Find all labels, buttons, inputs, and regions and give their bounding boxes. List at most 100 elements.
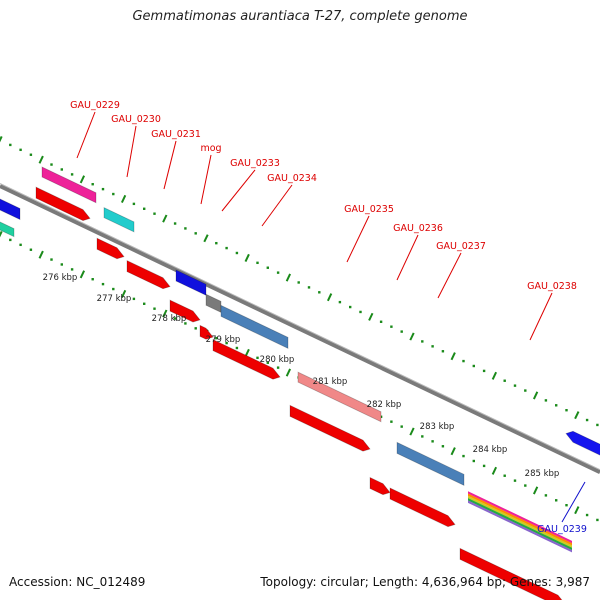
cds-GAU_0237	[389, 487, 456, 528]
outer-tick-major-tick	[326, 293, 333, 302]
inner-tick-dot	[153, 307, 156, 310]
cds-GAU_0234	[212, 338, 281, 380]
kbp-label-8: 284 kbp	[473, 445, 508, 455]
inner-tick-dot	[400, 425, 403, 428]
inner-tick-major-tick	[244, 348, 250, 357]
inner-tick-major-tick	[574, 506, 580, 515]
inner-tick-dot	[101, 282, 105, 286]
cds-left-teal	[0, 221, 15, 238]
inner-tick-dot	[431, 440, 434, 443]
leader-GAU_0231	[163, 140, 177, 190]
outer-tick-dot	[70, 173, 74, 176]
cds-mog	[169, 299, 201, 323]
feature-GAU_0238-stripe-0	[468, 491, 572, 544]
inner-tick-major-tick	[285, 368, 292, 377]
outer-tick-dot	[318, 291, 321, 294]
inner-tick-major-tick	[491, 466, 498, 475]
feature-GAU_0234	[220, 304, 289, 350]
outer-tick-dot	[9, 143, 12, 147]
inner-tick-dot	[184, 322, 187, 325]
inner-tick-dot	[441, 445, 445, 448]
outer-tick-major-tick	[532, 391, 539, 400]
outer-tick-major-tick	[285, 273, 292, 282]
outer-tick-dot	[379, 320, 383, 323]
outer-tick-dot	[421, 340, 424, 343]
outer-tick-dot	[184, 227, 187, 230]
inner-tick-dot	[266, 361, 269, 364]
map-title: Gemmatimonas aurantiaca T-27, complete g…	[132, 9, 468, 24]
gene-label-GAU_0239: GAU_0239	[537, 524, 587, 535]
outer-tick-dot	[596, 423, 599, 427]
gene-label-mog: mog	[200, 143, 221, 154]
outer-tick-ring	[0, 135, 599, 427]
outer-tick-dot	[462, 359, 465, 363]
leader-GAU_0234	[261, 184, 293, 227]
outer-tick-dot	[565, 409, 568, 412]
inner-tick-dot	[462, 454, 465, 458]
inner-tick-dot	[503, 474, 506, 477]
feature-GAU_0237	[396, 441, 465, 486]
gene-label-GAU_0235: GAU_0235	[344, 204, 394, 215]
feature-GAU_0238-stripe-1	[468, 493, 572, 546]
feature-track	[0, 166, 600, 600]
outer-tick-dot	[132, 202, 136, 206]
inner-tick-dot	[9, 238, 12, 242]
outer-tick-major-tick	[368, 312, 374, 321]
inner-tick-dot	[132, 297, 136, 301]
cds-GAU_0230	[96, 237, 125, 260]
cds-GAU_0231	[126, 259, 171, 290]
outer-tick-major-tick	[0, 135, 3, 143]
inner-tick-dot	[524, 484, 527, 487]
inner-tick-dot	[91, 278, 94, 281]
leader-GAU_0236	[396, 234, 419, 281]
feature-GAU_0235	[297, 371, 382, 423]
inner-tick-major-tick	[532, 486, 539, 495]
cds-GAU_0239	[565, 430, 600, 456]
kbp-label-2: 278 kbp	[152, 314, 187, 324]
outer-tick-dot	[29, 153, 33, 156]
gene-label-GAU_0230: GAU_0230	[111, 114, 161, 125]
inner-tick-major-tick	[0, 230, 3, 238]
outer-tick-dot	[503, 379, 506, 382]
gene-label-GAU_0237: GAU_0237	[436, 241, 486, 252]
outer-tick-dot	[235, 251, 239, 255]
kbp-label-5: 281 kbp	[313, 377, 348, 387]
inner-tick-dot	[235, 346, 239, 350]
cds-GAU_0238	[459, 547, 563, 600]
feature-GAU_0238-stripe-4	[468, 500, 572, 553]
cds-left-blue	[0, 198, 21, 221]
outer-tick-major-tick	[409, 332, 415, 341]
inner-tick-dot	[215, 336, 218, 340]
outer-tick-dot	[482, 369, 486, 373]
outer-tick-dot	[19, 148, 22, 152]
inner-tick-dot	[482, 464, 486, 468]
outer-tick-dot	[153, 212, 156, 215]
inner-tick-dot	[173, 317, 177, 320]
gene-label-GAU_0229: GAU_0229	[70, 100, 120, 111]
inner-tick-dot	[544, 494, 548, 497]
inner-tick-major-tick	[79, 270, 86, 279]
outer-tick-dot	[431, 345, 434, 348]
genome-backbone	[0, 183, 600, 474]
outer-tick-dot	[256, 261, 259, 265]
kbp-label-1: 277 kbp	[97, 294, 132, 304]
outer-tick-dot	[297, 281, 300, 284]
inner-tick-major-tick	[409, 427, 415, 436]
leader-GAU_0238	[529, 292, 553, 341]
outer-tick-dot	[143, 207, 146, 210]
inner-tick-dot	[19, 243, 22, 247]
outer-tick-major-tick	[574, 411, 580, 420]
kbp-label-3: 279 kbp	[206, 335, 241, 345]
outer-tick-major-tick	[162, 214, 168, 223]
inner-tick-dot	[225, 341, 228, 345]
gene-label-GAU_0238: GAU_0238	[527, 281, 577, 292]
feature-GAU_0230	[103, 206, 135, 233]
outer-tick-major-tick	[79, 175, 86, 184]
leader-mog	[200, 154, 212, 205]
feature-GAU_0238-stripe-2	[468, 495, 572, 548]
outer-tick-dot	[225, 246, 228, 250]
accession-text: Accession: NC_012489	[9, 575, 146, 589]
inner-tick-dot	[472, 459, 475, 463]
outer-tick-dot	[472, 364, 475, 368]
